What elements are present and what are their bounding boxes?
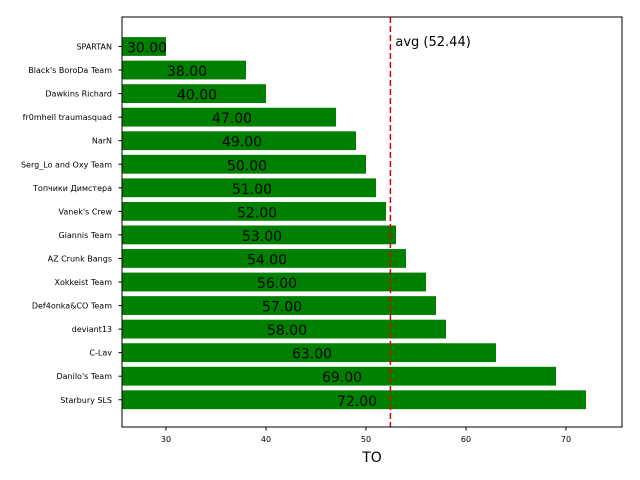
bar bbox=[122, 154, 366, 174]
value-label: 38.00 bbox=[167, 64, 207, 80]
bar bbox=[122, 84, 266, 103]
bar bbox=[122, 37, 166, 56]
category-label: Def4onka&CO Team bbox=[32, 302, 112, 311]
value-label: 40.00 bbox=[177, 88, 217, 104]
x-tick-label: 40 bbox=[261, 435, 271, 444]
category-label: Giannis Team bbox=[58, 231, 112, 240]
category-label: Dawkins Richard bbox=[45, 90, 112, 99]
bar bbox=[122, 107, 336, 127]
value-label: 51.00 bbox=[232, 182, 272, 198]
x-axis-label: TO bbox=[361, 450, 382, 466]
value-label: 53.00 bbox=[242, 229, 282, 245]
x-tick-label: 50 bbox=[361, 435, 371, 444]
category-label: SPARTAN bbox=[76, 43, 112, 52]
category-label: NarN bbox=[92, 137, 112, 146]
value-label: 72.00 bbox=[337, 394, 377, 410]
bar bbox=[122, 225, 396, 245]
category-label: Vanek's Crew bbox=[59, 207, 113, 216]
category-labels-group: SPARTAN Black's BoroDa Team Dawkins Richar… bbox=[21, 43, 122, 405]
value-label: 56.00 bbox=[257, 276, 297, 292]
value-label: 49.00 bbox=[222, 135, 262, 151]
bar bbox=[122, 60, 246, 80]
category-label: Danilo's Team bbox=[56, 372, 112, 381]
category-label: Топчики Димстера bbox=[32, 184, 112, 193]
bar bbox=[122, 131, 356, 151]
x-tick-label: 30 bbox=[161, 435, 171, 444]
category-label: Black's BoroDa Team bbox=[28, 66, 112, 75]
category-label: fr0mhell traumasquad bbox=[23, 113, 112, 122]
bar bbox=[122, 201, 386, 221]
value-label: 30.00 bbox=[127, 41, 167, 57]
category-label: Starbury SLS bbox=[60, 396, 112, 405]
value-label: 57.00 bbox=[262, 300, 302, 316]
bar bbox=[122, 178, 376, 198]
value-label: 47.00 bbox=[212, 111, 252, 127]
plot-frame bbox=[121, 16, 623, 428]
category-label: deviant13 bbox=[72, 325, 112, 334]
bars-group bbox=[122, 37, 586, 410]
x-tick-label: 70 bbox=[561, 435, 571, 444]
value-label: 63.00 bbox=[292, 347, 332, 363]
x-ticks-group: 30 40 50 60 70 bbox=[161, 427, 571, 444]
value-label: 58.00 bbox=[267, 323, 307, 339]
x-tick-label: 60 bbox=[461, 435, 471, 444]
bar bbox=[122, 249, 406, 268]
average-label: avg (52.44) bbox=[395, 35, 470, 50]
bar bbox=[122, 272, 426, 292]
category-label: Xokkeist Team bbox=[55, 278, 113, 287]
value-label: 69.00 bbox=[322, 370, 362, 386]
bar bbox=[122, 343, 496, 363]
bar bbox=[122, 319, 446, 339]
value-label: 54.00 bbox=[247, 252, 287, 268]
category-label: Serg_Lo and Oxy Team bbox=[21, 160, 112, 169]
value-label: 50.00 bbox=[227, 158, 267, 174]
category-label: AZ Crunk Bangs bbox=[48, 254, 112, 263]
category-label: C-Lav bbox=[89, 349, 112, 358]
bar bbox=[122, 390, 586, 410]
value-label: 52.00 bbox=[237, 205, 277, 221]
bar bbox=[122, 366, 556, 386]
bar bbox=[122, 296, 436, 315]
